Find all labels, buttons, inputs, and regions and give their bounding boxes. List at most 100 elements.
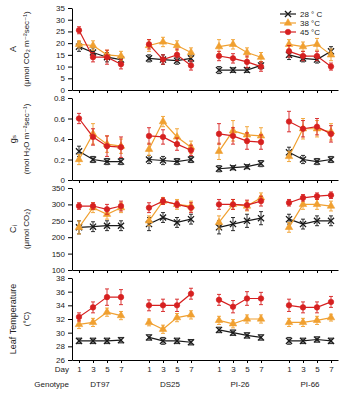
error-cap	[91, 52, 95, 53]
error-cap	[189, 319, 193, 320]
error-cap	[161, 129, 165, 130]
error-cap	[217, 324, 221, 325]
tick-mark	[121, 180, 122, 183]
error-bar	[231, 199, 235, 209]
tick-mark	[68, 67, 72, 68]
tick-mark	[149, 360, 150, 363]
error-cap	[105, 220, 109, 221]
error-cap	[161, 164, 165, 165]
error-bar	[189, 288, 193, 299]
marker	[314, 193, 320, 199]
tick-mark	[68, 237, 72, 238]
error-bar	[147, 203, 151, 213]
tick-label: 7	[119, 365, 124, 374]
tick-label: 3	[91, 365, 96, 374]
error-cap	[217, 305, 221, 306]
error-cap	[77, 321, 81, 322]
tick	[191, 180, 192, 183]
error-cap	[217, 233, 221, 234]
legend-item: 38 °C	[280, 19, 320, 28]
tick	[149, 180, 150, 183]
tick: 150	[52, 250, 72, 259]
marker	[230, 165, 236, 171]
marker	[216, 67, 222, 73]
marker	[160, 56, 166, 62]
marker	[328, 64, 334, 70]
tick: 1	[287, 360, 292, 374]
error-cap	[119, 289, 123, 290]
marker	[244, 218, 250, 224]
error-cap	[217, 159, 221, 160]
tick-label: 200	[52, 233, 66, 242]
tick-label: 5	[245, 365, 250, 374]
error-cap	[259, 127, 263, 128]
error-cap	[119, 136, 123, 137]
error-bar	[245, 200, 249, 210]
error-cap	[315, 51, 319, 52]
error-cap	[105, 230, 109, 231]
error-cap	[259, 340, 263, 341]
marker	[117, 203, 124, 209]
marker	[174, 202, 180, 208]
error-cap	[231, 217, 235, 218]
error-cap	[119, 230, 123, 231]
tick: 7	[259, 360, 264, 374]
tick-mark	[303, 90, 304, 93]
tick: 0.2	[54, 156, 72, 165]
error-bar	[301, 119, 305, 140]
error-cap	[329, 225, 333, 226]
error-cap	[91, 50, 95, 51]
error-bar	[231, 54, 235, 63]
panel: 262830323436381357135713571357Leaf Tempe…	[8, 274, 339, 389]
tick: 0.8	[54, 94, 72, 103]
error-cap	[287, 232, 291, 233]
error-cap	[245, 209, 249, 210]
error-cap	[231, 335, 235, 336]
error-cap	[231, 127, 235, 128]
tick-mark	[68, 8, 72, 9]
tick-mark	[331, 270, 332, 273]
tick	[233, 90, 234, 93]
marker	[230, 67, 236, 73]
error-cap	[77, 51, 81, 52]
error-cap	[231, 120, 235, 121]
error-cap	[189, 212, 193, 213]
error-cap	[105, 204, 109, 205]
tick-label: 5	[105, 365, 110, 374]
error-cap	[315, 215, 319, 216]
tick-mark	[68, 278, 72, 279]
error-cap	[259, 61, 263, 62]
axis-line	[73, 180, 339, 181]
panel: 00.20.40.60.8gₛ(mol H₂O m⁻²sec⁻¹)	[8, 94, 339, 185]
tick	[303, 180, 304, 183]
marker	[285, 318, 292, 324]
tick-label: 30	[56, 16, 65, 25]
legend-item: 45 °C	[280, 28, 320, 37]
error-cap	[105, 288, 109, 289]
tick-mark	[331, 90, 332, 93]
error-cap	[287, 344, 291, 345]
series-line	[79, 312, 331, 329]
marker	[314, 53, 320, 59]
error-cap	[189, 60, 193, 61]
marker	[244, 59, 250, 65]
error-cap	[245, 291, 249, 292]
tick-label: 34	[56, 301, 65, 310]
error-cap	[189, 141, 193, 142]
error-cap	[105, 343, 109, 344]
tick-label: 15	[56, 51, 65, 60]
marker	[328, 192, 334, 198]
error-cap	[315, 38, 319, 39]
tick-mark	[68, 319, 72, 320]
tick-label: 0.6	[54, 115, 66, 124]
error-cap	[231, 144, 235, 145]
error-bar	[119, 290, 123, 305]
error-cap	[245, 56, 249, 57]
error-cap	[175, 299, 179, 300]
marker	[90, 224, 96, 230]
marker	[174, 219, 180, 225]
marker	[327, 313, 334, 319]
error-bar	[245, 56, 249, 68]
error-cap	[287, 111, 291, 112]
marker	[300, 221, 306, 227]
